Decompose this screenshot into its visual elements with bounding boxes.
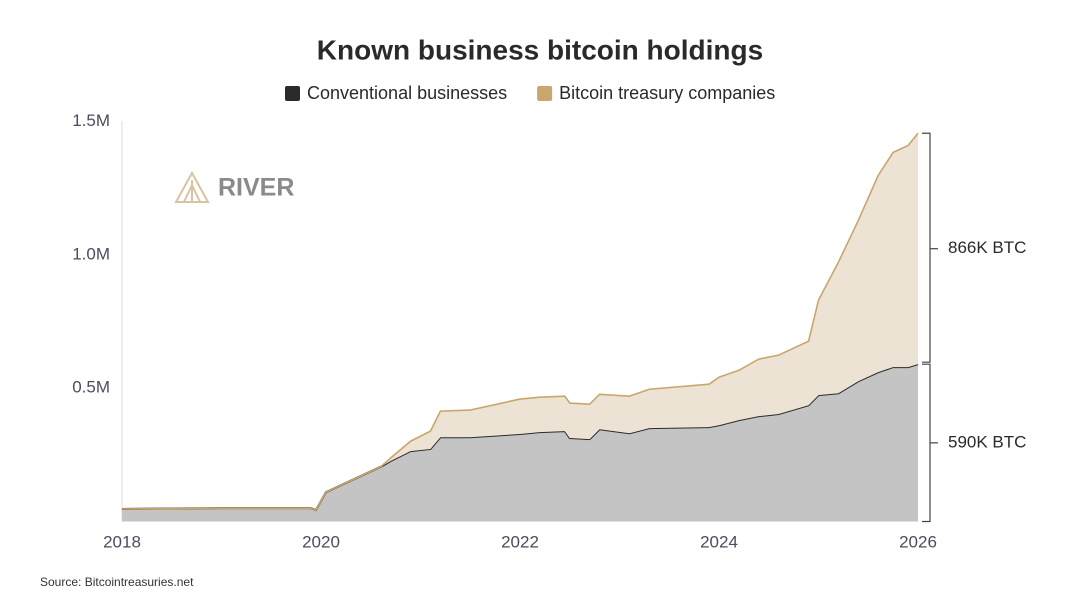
- y-tick-label: 1.0M: [72, 244, 110, 263]
- bracket: [922, 363, 931, 523]
- chart-title: Known business bitcoin holdings: [317, 34, 763, 65]
- x-tick-label: 2018: [103, 532, 141, 551]
- y-tick-label: 0.5M: [72, 378, 110, 397]
- x-tick-label: 2024: [700, 532, 738, 551]
- area-fill: [122, 364, 918, 522]
- legend-swatch: [537, 86, 553, 101]
- annotation: 590K BTC: [948, 432, 1026, 451]
- annotation: 866K BTC: [948, 238, 1026, 257]
- x-tick-label: 2022: [501, 532, 539, 551]
- x-tick-label: 2026: [899, 532, 937, 551]
- logo: RIVER: [174, 170, 294, 203]
- area-line: [121, 132, 919, 512]
- legend-label: Bitcoin treasury companies: [559, 83, 775, 103]
- legend-label: Conventional businesses: [307, 83, 507, 103]
- y-tick-label: 1.5M: [72, 111, 110, 130]
- area-fill: [122, 133, 918, 511]
- source: Source: Bitcointreasuries.net: [40, 575, 194, 589]
- logo-icon-lines: [183, 180, 201, 203]
- x-tick-label: 2020: [302, 532, 340, 551]
- logo-text: RIVER: [218, 174, 294, 202]
- legend-swatch: [285, 86, 300, 101]
- bracket: [922, 132, 931, 363]
